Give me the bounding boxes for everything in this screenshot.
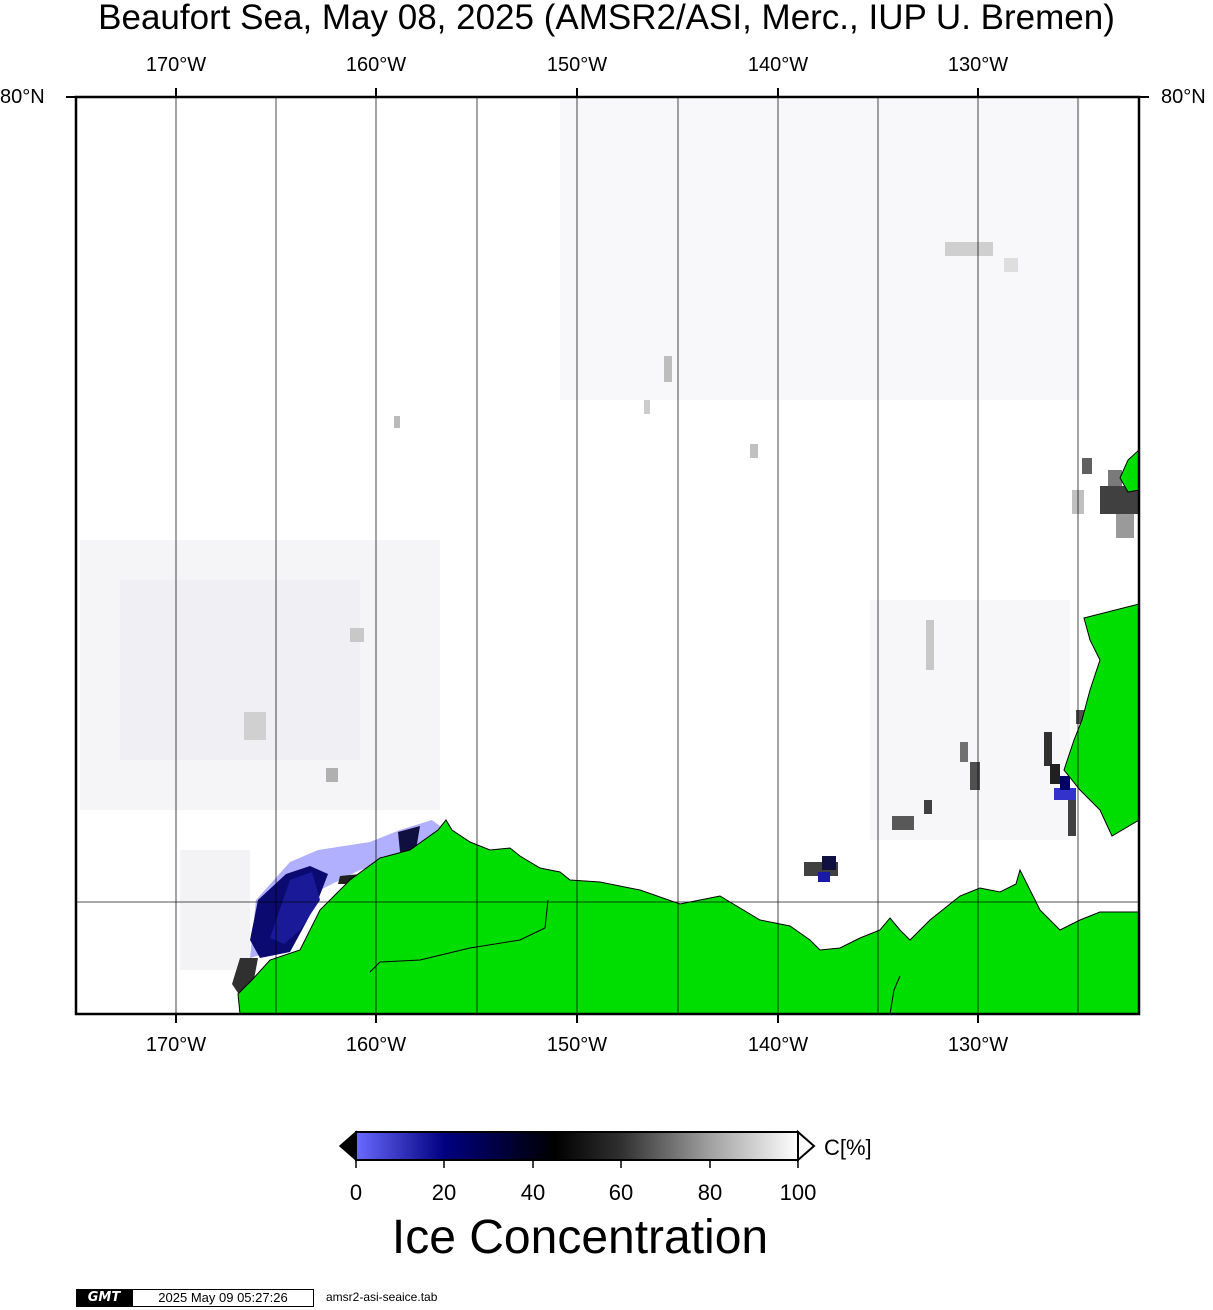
colorbar-high-triangle: [797, 1129, 816, 1163]
colorbar-tick-80: 80: [697, 1180, 723, 1205]
lon-label-top-160w: 160°W: [345, 54, 407, 76]
beaufort-sea-map: [66, 88, 1149, 1168]
land-areas: [237, 449, 1139, 1014]
timestamp: 2025 May 09 05:27:26: [132, 1289, 314, 1307]
lon-label-bottom-140w: 140°W: [747, 1034, 809, 1056]
ice-concentration-field: [80, 100, 1138, 1014]
lat-label-left-80n: 80°N: [0, 86, 45, 108]
lon-label-bottom-170w: 170°W: [145, 1034, 207, 1056]
colorbar-gradient: [355, 1131, 799, 1161]
source-file-label: amsr2-asi-seaice.tab: [326, 1290, 438, 1304]
lon-label-bottom-160w: 160°W: [345, 1034, 407, 1056]
colorbar-tick-40: 40: [520, 1180, 546, 1205]
colorbar-title: Ice Concentration: [391, 1211, 769, 1264]
colorbar-tick-0: 0: [349, 1180, 363, 1205]
lon-label-top-150w: 150°W: [546, 54, 608, 76]
colorbar-tick-100: 100: [779, 1180, 817, 1205]
colorbar-low-triangle: [338, 1130, 357, 1162]
lat-label-right-80n: 80°N: [1161, 86, 1206, 108]
lon-label-bottom-150w: 150°W: [546, 1034, 608, 1056]
lon-label-top-170w: 170°W: [145, 54, 207, 76]
map-frame: [74, 95, 1141, 1016]
lon-label-top-140w: 140°W: [747, 54, 809, 76]
colorbar-tick-20: 20: [431, 1180, 457, 1205]
colorbar-unit: C[%]: [824, 1135, 872, 1160]
frame-ticks: [66, 88, 1149, 1023]
colorbar-tick-60: 60: [608, 1180, 634, 1205]
map-title: Beaufort Sea, May 08, 2025 (AMSR2/ASI, M…: [98, 0, 1115, 37]
gmt-logo: GMT: [76, 1289, 132, 1307]
graticule: [76, 97, 1139, 1014]
lon-label-bottom-130w: 130°W: [947, 1034, 1009, 1056]
colorbar: [338, 1129, 816, 1168]
lon-label-top-130w: 130°W: [947, 54, 1009, 76]
